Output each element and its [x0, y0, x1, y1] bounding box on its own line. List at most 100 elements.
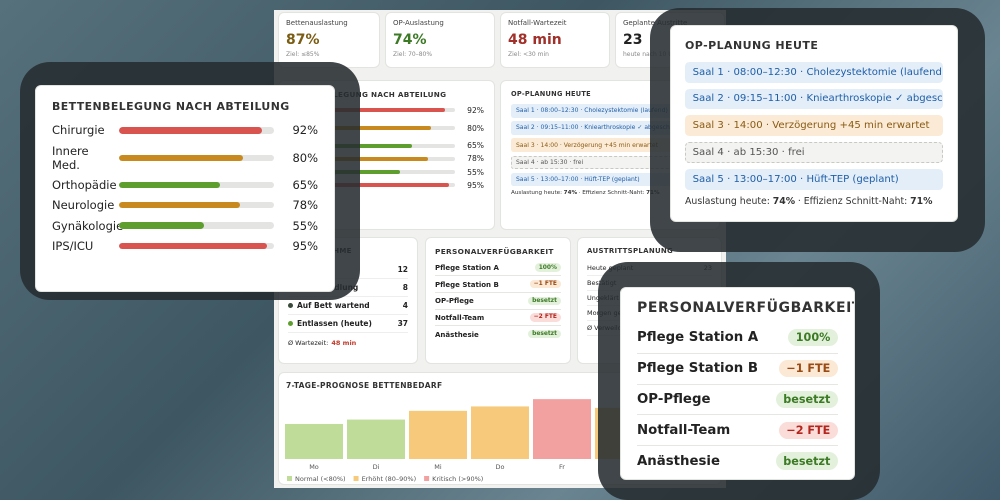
kpi-value: 48 min [508, 32, 562, 48]
bar-track [118, 181, 275, 189]
staff-badge: −1 FTE [529, 280, 561, 289]
kpi-value: 74% [393, 32, 427, 48]
bar-track [333, 169, 456, 175]
bar [347, 419, 405, 459]
bar [333, 125, 431, 131]
bar [118, 202, 241, 209]
bar-track [333, 183, 456, 188]
bar-track [333, 108, 456, 113]
staff-label: Notfall-Team [435, 312, 485, 322]
bar [118, 127, 262, 134]
bar [118, 181, 220, 189]
bar-track [333, 125, 456, 131]
value-label: 92% [292, 123, 318, 138]
status-dot [288, 321, 293, 326]
card-title: OP-PLANUNG HEUTE [511, 90, 591, 98]
legend-swatch [287, 476, 292, 481]
value-label: 92% [467, 105, 484, 115]
emergency-row: Auf Bett wartend 4 [288, 297, 408, 315]
legend-swatch [353, 476, 359, 481]
staff-row: Anästhesie besetzt [637, 446, 838, 476]
footer-value: 71% [910, 195, 933, 207]
card-title: AUSTRITTSPLANUNG [587, 247, 674, 255]
emergency-value: 12 [397, 265, 408, 274]
department-label: Innere Med. [52, 143, 89, 172]
staff-row: OP-Pflege besetzt [637, 385, 838, 416]
emergency-footer: Ø Wartezeit: 48 min [288, 339, 408, 347]
staff-badge: −2 FTE [529, 313, 561, 322]
op-item: Saal 2 · 09:15–11:00 · Kniearthroskopie … [685, 88, 943, 110]
emergency-value: 8 [402, 283, 408, 292]
bar-track [118, 127, 275, 134]
occupancy-list: Chirurgie 92% Innere Med. 80% Orthopädie 65% N… [52, 123, 318, 253]
kpi-label: OP-Auslastung [393, 19, 444, 27]
footer-value: 74% [772, 195, 796, 207]
op-footer: Auslastung heute: 74% · Effizienz Schnitt-N… [685, 196, 943, 207]
value-label: 55% [467, 167, 484, 177]
kpi-card: OP-Auslastung 74% Ziel: 70–80% [385, 12, 495, 68]
bar-track [118, 202, 275, 209]
x-tick-label: Di [373, 463, 380, 471]
status-dot [288, 303, 293, 308]
x-tick-label: Mi [434, 463, 442, 471]
emergency-row: Entlassen (heute) 37 [288, 315, 408, 333]
footer-label: Auslastung heute: [511, 190, 562, 197]
x-tick-label: Do [496, 463, 505, 471]
emergency-label: Auf Bett wartend [297, 301, 370, 310]
kpi-label: Notfall-Wartezeit [508, 19, 567, 27]
staff-label: Anästhesie [435, 329, 479, 339]
kpi-target: Ziel: ≤85% [286, 51, 320, 58]
op-item: Saal 4 · ab 15:30 · frei [685, 142, 943, 163]
separator: · [578, 190, 581, 197]
staff-badge: −1 FTE [778, 360, 838, 378]
bar [333, 156, 429, 161]
staff-badge: 100% [534, 263, 561, 272]
staff-label: Pflege Station B [637, 361, 758, 377]
staff-badge: besetzt [775, 390, 838, 409]
footer-label: Effizienz Schnitt-Naht: [582, 190, 645, 197]
footer-value: 74% [563, 190, 578, 197]
bar [333, 169, 401, 175]
bar [118, 222, 205, 229]
card-title: PERSONALVERFÜGBARKEIT [435, 247, 554, 256]
bar [333, 108, 446, 113]
staff-badge: besetzt [775, 452, 838, 470]
kpi-target: Ziel: 70–80% [393, 51, 433, 58]
x-tick-label: Mo [309, 463, 319, 471]
value-label: 65% [292, 177, 318, 192]
staff-label: OP-Pflege [435, 296, 474, 306]
staff-row: Pflege Station A 100% [435, 260, 561, 277]
department-label: Chirurgie [52, 123, 105, 138]
legend-label: Erhöht (80–90%) [362, 475, 417, 483]
staff-label: OP-Pflege [637, 391, 711, 407]
value-label: 80% [292, 150, 318, 165]
staff-card: PERSONALVERFÜGBARKEIT Pflege Station A 100… [425, 237, 571, 364]
staff-label: Notfall-Team [637, 422, 731, 438]
staff-callout: PERSONALVERFÜGBARKEIT Pflege Station A 100… [620, 287, 855, 480]
staff-badge: 100% [788, 329, 838, 347]
value-label: 55% [292, 218, 318, 233]
bar [118, 242, 267, 250]
value-label: 65% [467, 141, 484, 151]
kpi-value: 23 [623, 32, 643, 48]
footer-label: Ø Wartezeit: [288, 339, 329, 347]
bar [285, 423, 343, 459]
footer-label: Effizienz Schnitt-Naht: [803, 195, 908, 207]
value-label: 80% [467, 123, 484, 133]
value-label: 78% [292, 198, 318, 213]
legend-label: Normal (<80%) [295, 475, 346, 483]
staff-row: OP-Pflege besetzt [435, 293, 561, 310]
bar [533, 399, 591, 459]
value-label: 78% [467, 154, 484, 164]
staff-row: Pflege Station B −1 FTE [637, 354, 838, 385]
bar-track [118, 154, 275, 161]
chart-title: 7-TAGE-PROGNOSE BETTENBEDARF [286, 381, 443, 390]
bar-track [333, 156, 456, 161]
bar-track [118, 222, 275, 229]
emergency-value: 4 [402, 301, 408, 310]
separator: · [797, 195, 801, 207]
value-label: 95% [467, 180, 484, 190]
staff-row: Anästhesie besetzt [435, 326, 561, 342]
staff-label: Anästhesie [637, 453, 720, 469]
card-title: BETTENBELEGUNG NACH ABTEILUNG [289, 90, 447, 99]
